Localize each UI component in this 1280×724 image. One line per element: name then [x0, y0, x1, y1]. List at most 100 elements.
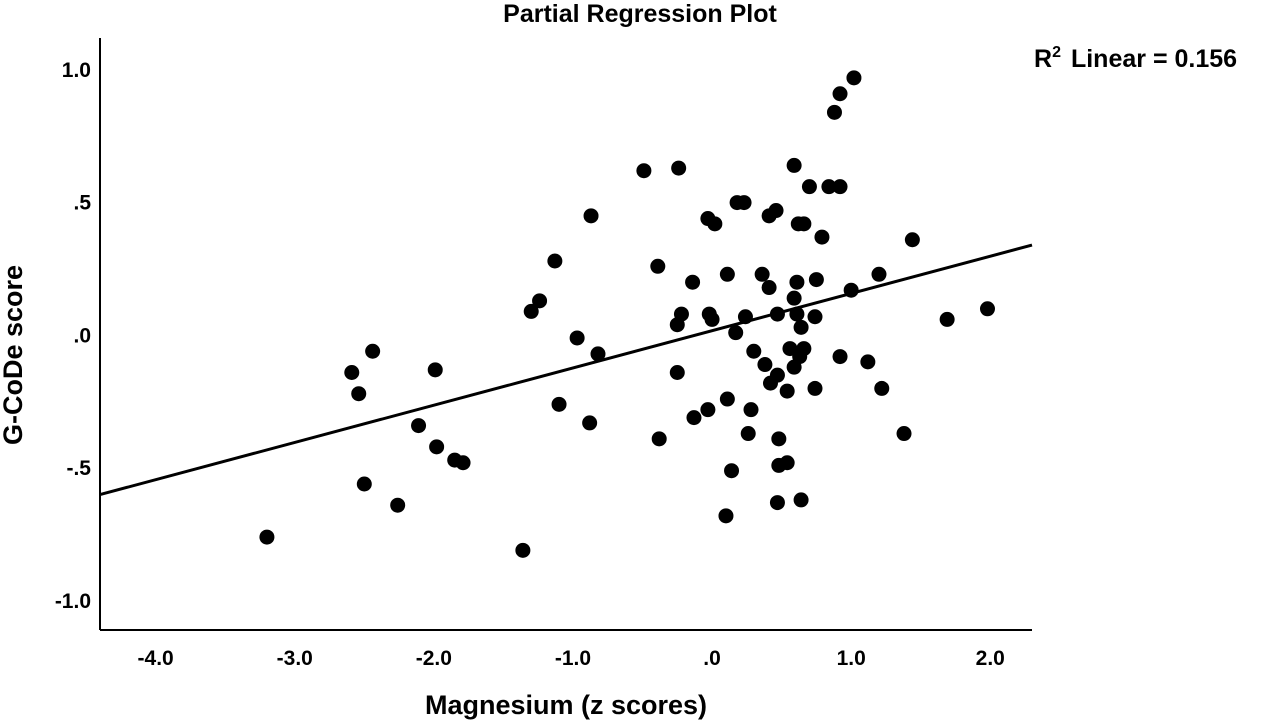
scatter-point [669, 317, 685, 333]
scatter-point [793, 492, 809, 508]
scatter-point [427, 362, 443, 378]
scatter-point [757, 357, 773, 373]
scatter-point [737, 309, 753, 325]
scatter-point [728, 325, 744, 341]
scatter-point [700, 402, 716, 418]
scatter-point [671, 160, 687, 176]
scatter-point [651, 431, 667, 447]
scatter-point [786, 157, 802, 173]
scatter-point [786, 359, 802, 375]
scatter-point [704, 311, 720, 327]
regression-fit-line [99, 243, 1033, 497]
y-tick-labels: 1.0 .5 .0 -.5 -1.0 [55, 59, 92, 613]
scatter-point [719, 391, 735, 407]
scatter-point [939, 311, 955, 327]
scatter-point [761, 208, 777, 224]
scatter-point [356, 476, 372, 492]
x-tick-label: -3.0 [277, 647, 313, 670]
x-axis-label: Magnesium (z scores) [425, 690, 707, 720]
scatter-point [523, 303, 539, 319]
scatter-point [821, 179, 837, 195]
scatter-point [786, 290, 802, 306]
scatter-point [532, 293, 548, 309]
scatter-point [583, 208, 599, 224]
scatter-point [846, 70, 862, 86]
y-tick-label: .0 [73, 324, 91, 347]
r-squared-text: Linear = 0.156 [1071, 45, 1237, 73]
scatter-point [761, 280, 777, 296]
scatter-point [801, 179, 817, 195]
scatter-point [344, 364, 360, 380]
y-tick-label: .5 [73, 192, 91, 215]
scatter-point [789, 274, 805, 290]
scatter-point [979, 301, 995, 317]
scatter-point [779, 383, 795, 399]
scatter-point [736, 195, 752, 211]
scatter-point [743, 402, 759, 418]
scatter-point [754, 266, 770, 282]
scatter-point [796, 216, 812, 232]
scatter-point [719, 266, 735, 282]
scatter-point [826, 104, 842, 120]
x-tick-label: .0 [703, 647, 721, 670]
x-tick-labels: -4.0 -3.0 -2.0 -1.0 .0 1.0 2.0 [138, 647, 1005, 670]
scatter-point [351, 386, 367, 402]
y-tick-label: 1.0 [62, 59, 91, 82]
scatter-point [789, 306, 805, 322]
scatter-point [762, 375, 778, 391]
scatter-point [808, 272, 824, 288]
scatter-point [429, 439, 445, 455]
scatter-point [590, 346, 606, 362]
r-squared-annotation: R2 Linear = 0.156 [1034, 44, 1237, 73]
scatter-point [832, 349, 848, 365]
scatter-point [636, 163, 652, 179]
scatter-point [740, 426, 756, 442]
scatter-point [686, 410, 702, 426]
y-tick-label: -.5 [66, 457, 91, 480]
scatter-point [650, 258, 666, 274]
y-tick-label: -1.0 [55, 590, 91, 613]
scatter-point [896, 426, 912, 442]
scatter-point [860, 354, 876, 370]
r-squared-superscript: 2 [1052, 44, 1061, 61]
scatter-point [551, 396, 567, 412]
x-tick-label: -2.0 [416, 647, 452, 670]
scatter-point [582, 415, 598, 431]
scatter-point [807, 380, 823, 396]
scatter-point [769, 306, 785, 322]
scatter-point [874, 380, 890, 396]
scatter-point [746, 343, 762, 359]
scatter-point [411, 418, 427, 434]
scatter-point [547, 253, 563, 269]
scatter-point [832, 179, 848, 195]
scatter-point [569, 330, 585, 346]
scatter-point [832, 86, 848, 102]
scatter-point [843, 282, 859, 298]
scatter-point [685, 274, 701, 290]
scatter-point [390, 497, 406, 513]
scatter-point [455, 455, 471, 471]
scatter-point [515, 542, 531, 558]
scatter-point [904, 232, 920, 248]
scatter-point [707, 216, 723, 232]
scatter-point [807, 309, 823, 325]
x-tick-label: 2.0 [976, 647, 1005, 670]
x-tick-label: 1.0 [837, 647, 866, 670]
scatter-point [771, 457, 787, 473]
scatter-point [814, 229, 830, 245]
scatter-point [259, 529, 275, 545]
scatter-point [365, 343, 381, 359]
scatter-point [718, 508, 734, 524]
scatter-point [793, 319, 809, 335]
scatter-point [769, 495, 785, 511]
x-tick-label: -4.0 [138, 647, 174, 670]
scatter-point [771, 431, 787, 447]
chart-title: Partial Regression Plot [503, 0, 777, 28]
scatter-point [871, 266, 887, 282]
scatter-points [259, 70, 995, 558]
scatter-point [669, 364, 685, 380]
r-squared-r: R [1034, 45, 1052, 73]
y-axis-label: G-CoDe score [0, 265, 28, 445]
scatter-point [724, 463, 740, 479]
